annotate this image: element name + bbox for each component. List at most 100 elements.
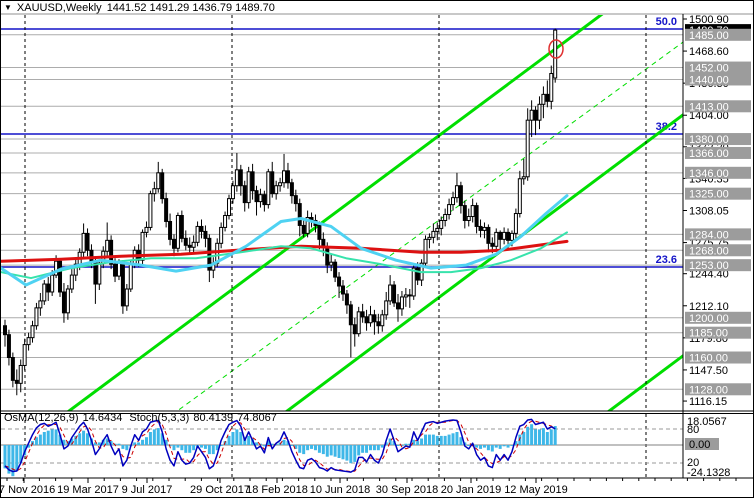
date-axis-label[interactable]: 12 May 2019 (504, 484, 568, 496)
price-tick-label: 1468.60 (689, 46, 729, 58)
osma-histogram-bar (553, 426, 557, 445)
osma-histogram-bar (133, 442, 137, 445)
osma-histogram-bar (333, 445, 337, 457)
date-axis-label[interactable]: 30 Sep 2018 (376, 484, 438, 496)
osma-histogram-bar (380, 445, 384, 448)
candle-body (451, 197, 456, 206)
price-tick-label: 1308.05 (689, 206, 729, 218)
candle-body (6, 334, 11, 359)
osma-histogram-bar (534, 429, 538, 445)
osma-histogram-bar (361, 445, 365, 453)
candle-body (553, 29, 558, 79)
candle-body (175, 215, 180, 249)
indicator-axis-max-label: 18.0567 (687, 416, 727, 428)
osma-histogram-bar (443, 435, 447, 445)
ma-aqua-line (1, 231, 568, 280)
stoch-main-line (4, 418, 556, 473)
breakout-annotation-circle[interactable] (548, 39, 564, 59)
date-axis-label[interactable]: 20 Jan 2019 (441, 484, 502, 496)
osma-histogram-bar (506, 445, 510, 448)
candle-body (203, 230, 208, 239)
candle-body (266, 171, 271, 206)
osma-histogram-bar (306, 445, 310, 451)
candle-body (545, 93, 550, 102)
fib-label-23-6[interactable]: 23.6 (655, 254, 677, 266)
osma-histogram-bar (219, 445, 223, 446)
osma-histogram-bar (420, 438, 424, 445)
candle-body (227, 198, 232, 217)
date-axis-label[interactable]: 19 Mar 2017 (57, 484, 119, 496)
fib-label-50[interactable]: 50.0 (655, 16, 677, 28)
candle-body (58, 260, 63, 293)
price-level-badge (685, 383, 751, 396)
candle-body (69, 274, 74, 290)
candle-body (407, 294, 412, 297)
price-level-badge (685, 28, 751, 41)
osma-histogram-bar (141, 439, 145, 445)
candle-body (234, 169, 239, 187)
candle-body (486, 226, 491, 244)
candle-body (517, 178, 522, 215)
osma-histogram-bar (121, 445, 125, 449)
price-tick-label: 1500.90 (689, 14, 729, 26)
candle-body (270, 171, 275, 195)
date-axis-label[interactable]: 29 Oct 2017 (190, 484, 250, 496)
osma-histogram-bar (376, 445, 380, 451)
osma-histogram-bar (15, 445, 19, 471)
osma-histogram-bar (70, 438, 74, 445)
osma-histogram-bar (510, 445, 514, 446)
candle-body (549, 73, 554, 102)
candle-body (14, 379, 19, 384)
osma-histogram-bar (498, 445, 502, 449)
candle-body (297, 203, 302, 226)
price-level-badge (685, 73, 751, 86)
candle-body (191, 241, 196, 248)
candle-body (525, 119, 530, 178)
price-level-badge-label: 1366.00 (689, 148, 729, 160)
candle-body (293, 195, 298, 205)
stoch-signal-line (4, 419, 556, 473)
candle-body (474, 205, 479, 227)
price-level-badge (685, 311, 751, 324)
candle-body (478, 225, 483, 231)
osma-histogram-bar (200, 445, 203, 448)
osma-histogram-bar (164, 439, 168, 445)
osma-histogram-bar (270, 443, 274, 445)
osma-histogram-bar (3, 445, 7, 469)
candle-body (3, 325, 7, 336)
date-axis-label[interactable]: 9 Jul 2017 (122, 484, 173, 496)
price-level-badge (685, 166, 751, 179)
candle-body (124, 288, 129, 307)
candle-body (506, 231, 511, 241)
candle-body (329, 261, 334, 266)
osma-histogram-bar (490, 445, 494, 452)
osma-histogram-bar (372, 445, 376, 451)
candle-body (529, 109, 534, 121)
date-axis-label[interactable]: 10 Jun 2018 (310, 484, 371, 496)
price-tick-label: 1116.15 (689, 396, 727, 408)
candle-body (61, 291, 66, 314)
date-axis-label[interactable]: 18 Feb 2018 (246, 484, 308, 496)
price-tick-label: 1404.00 (689, 110, 729, 122)
candle-body (509, 232, 514, 241)
osma-histogram-bar (435, 435, 439, 445)
candle-body (120, 261, 125, 307)
candle-body (396, 302, 400, 310)
osma-histogram-bar (176, 445, 180, 448)
osma-histogram-bar (7, 445, 11, 474)
candle-body (427, 236, 432, 240)
candle-body (116, 261, 121, 277)
osma-histogram-bar (38, 434, 42, 445)
collapse-arrow-icon[interactable]: ▼ (4, 2, 12, 12)
candle-body (65, 288, 70, 314)
candle-body (356, 311, 361, 335)
osma-histogram-bar (298, 445, 302, 453)
candle-body (384, 300, 389, 316)
candle-body (360, 311, 365, 318)
osma-histogram-bar (431, 434, 435, 445)
date-axis-label[interactable]: 27 Nov 2016 (1, 484, 55, 496)
price-tick-label: 1147.50 (689, 365, 728, 377)
osma-histogram-bar (34, 437, 38, 445)
candle-body (250, 171, 255, 192)
